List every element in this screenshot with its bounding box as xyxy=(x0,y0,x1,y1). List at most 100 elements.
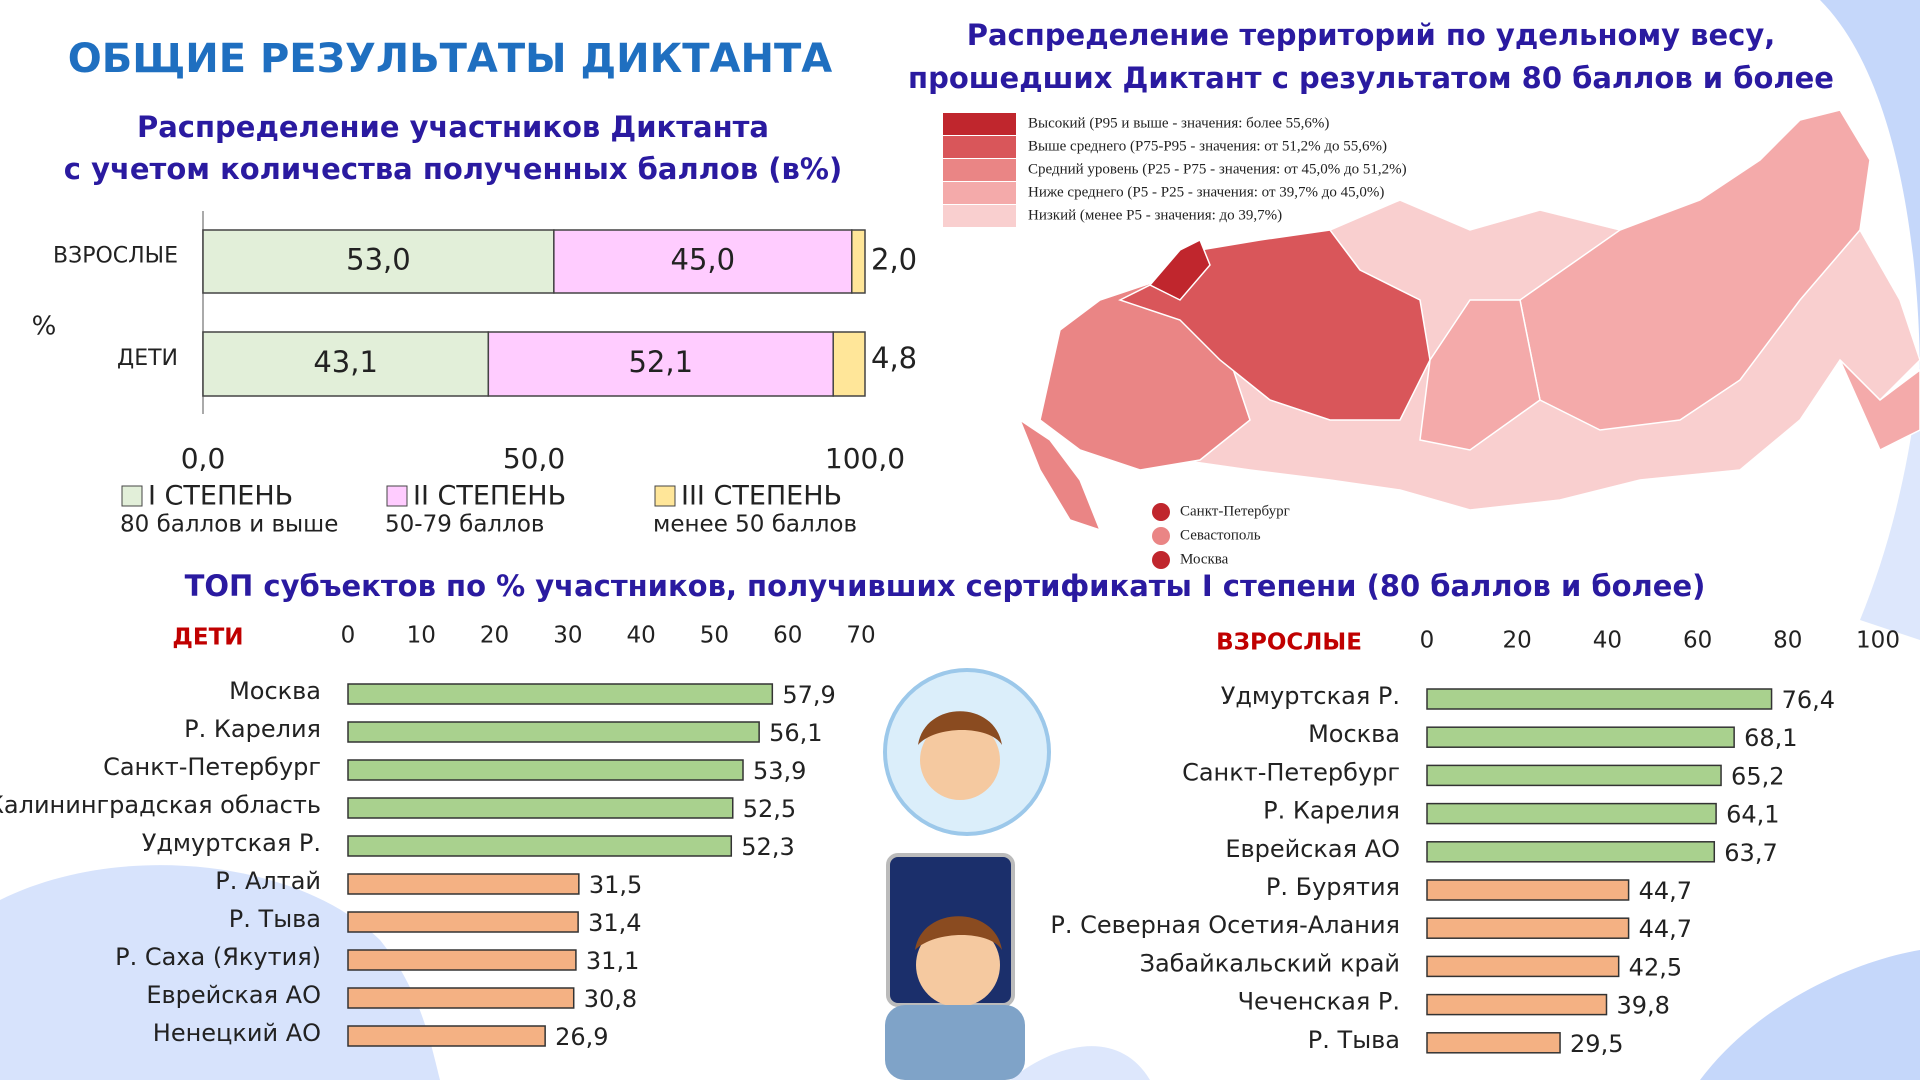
value-label: 45,0 xyxy=(671,243,736,277)
legend-swatch xyxy=(943,182,1016,204)
legend-swatch xyxy=(654,485,676,507)
legend-label: Высокий (P95 и выше - значения: более 55… xyxy=(1028,115,1329,131)
bar xyxy=(347,721,760,743)
value-label: 53,0 xyxy=(346,243,411,277)
value-label: 63,7 xyxy=(1724,839,1777,867)
bar xyxy=(1426,1032,1561,1054)
city-label: Севастополь xyxy=(1180,527,1261,543)
legend-description: 80 баллов и выше xyxy=(120,512,338,538)
x-tick-label: 0,0 xyxy=(181,442,226,475)
bar xyxy=(347,1025,546,1047)
bar xyxy=(1426,764,1722,787)
category-label: Москва xyxy=(229,677,321,705)
category-label: Р. Саха (Якутия) xyxy=(115,943,321,971)
value-label: 43,1 xyxy=(313,345,378,379)
bar xyxy=(347,987,575,1009)
city-marker xyxy=(1152,527,1170,545)
section-title: ТОП субъектов по % участников, получивши… xyxy=(185,569,1706,603)
page-title: ОБЩИЕ РЕЗУЛЬТАТЫ ДИКТАНТА xyxy=(68,36,833,82)
category-label: Р. Карелия xyxy=(1263,797,1400,825)
bar xyxy=(1426,879,1630,901)
bar xyxy=(1426,955,1620,978)
legend-label: Низкий (менее P5 - значения: до 39,7%) xyxy=(1028,207,1282,223)
x-tick-label: 40 xyxy=(627,623,656,649)
bar xyxy=(347,835,733,857)
legend-label: I СТЕПЕНЬ xyxy=(148,481,293,512)
legend-label: III СТЕПЕНЬ xyxy=(681,481,842,512)
category-label: Р. Карелия xyxy=(184,715,321,743)
value-label: 52,3 xyxy=(741,833,794,861)
legend-label: Ниже среднего (P5 - P25 - значения: от 3… xyxy=(1028,184,1384,200)
category-label: Санкт-Петербург xyxy=(1182,758,1400,786)
value-label: 30,8 xyxy=(584,985,637,1013)
category-label: Еврейская АО xyxy=(1225,835,1400,863)
value-label: 2,0 xyxy=(871,243,917,277)
bar xyxy=(1426,993,1608,1016)
category-label: Санкт-Петербург xyxy=(103,753,321,781)
bar xyxy=(1426,917,1630,939)
x-tick-label: 0 xyxy=(1420,628,1435,654)
category-label: Удмуртская Р. xyxy=(1221,682,1400,710)
bar xyxy=(1426,841,1716,863)
category-label: Ненецкий АО xyxy=(153,1019,321,1047)
category-label: Р. Тыва xyxy=(229,905,321,933)
value-label: 31,5 xyxy=(589,871,642,899)
legend-swatch xyxy=(121,485,143,507)
map-title: прошедших Диктант с результатом 80 балло… xyxy=(908,61,1834,95)
bar-segment xyxy=(202,331,490,397)
bar xyxy=(347,873,580,895)
x-tick-label: 50 xyxy=(700,623,729,649)
bar xyxy=(347,683,774,705)
legend-swatch xyxy=(943,205,1016,227)
x-tick-label: 10 xyxy=(407,623,436,649)
value-label: 76,4 xyxy=(1782,686,1835,714)
category-label: Забайкальский край xyxy=(1140,949,1400,977)
category-label: ДЕТИ xyxy=(117,346,178,371)
x-tick-label: 30 xyxy=(553,623,582,649)
value-label: 4,8 xyxy=(871,341,917,375)
bar xyxy=(347,759,744,781)
legend-swatch xyxy=(943,159,1016,181)
x-tick-label: 60 xyxy=(1683,628,1712,654)
x-tick-label: 0 xyxy=(341,623,356,649)
value-label: 42,5 xyxy=(1629,953,1682,981)
bar xyxy=(347,911,579,933)
map-shape xyxy=(1018,109,1920,532)
category-label: Чеченская Р. xyxy=(1238,988,1400,1016)
category-label: Р. Алтай xyxy=(215,867,321,895)
bar xyxy=(1426,688,1773,710)
category-label: Р. Тыва xyxy=(1308,1026,1400,1054)
legend-label: Средний уровень (P25 - P75 - значения: о… xyxy=(1028,161,1407,177)
value-label: 68,1 xyxy=(1744,724,1797,752)
legend-description: 50-79 баллов xyxy=(385,512,544,538)
category-label: Калининградская область xyxy=(0,791,321,819)
value-label: 44,7 xyxy=(1639,877,1692,905)
x-tick-label: 20 xyxy=(1503,628,1532,654)
value-label: 31,1 xyxy=(586,947,639,975)
category-label: Р. Северная Осетия-Алания xyxy=(1050,911,1400,939)
value-label: 31,4 xyxy=(588,909,641,937)
legend-label: II СТЕПЕНЬ xyxy=(413,481,566,512)
value-label: 26,9 xyxy=(555,1023,608,1051)
category-label: Еврейская АО xyxy=(146,981,321,1009)
chart-title: с учетом количества полученных баллов (в… xyxy=(64,152,842,186)
chart-subtitle: ДЕТИ xyxy=(172,625,243,651)
value-label: 57,9 xyxy=(782,681,835,709)
illustration xyxy=(883,668,1051,1080)
y-axis-label: % xyxy=(32,312,57,342)
chart-subtitle: ВЗРОСЛЫЕ xyxy=(1216,630,1362,656)
value-label: 53,9 xyxy=(753,757,806,785)
legend-swatch xyxy=(943,113,1016,135)
bar xyxy=(347,949,577,971)
x-tick-label: 40 xyxy=(1593,628,1622,654)
bar xyxy=(1426,726,1735,748)
x-tick-label: 70 xyxy=(846,623,875,649)
city-label: Санкт-Петербург xyxy=(1180,503,1290,519)
value-label: 56,1 xyxy=(769,719,822,747)
x-tick-label: 80 xyxy=(1773,628,1802,654)
x-tick-label: 20 xyxy=(480,623,509,649)
value-label: 29,5 xyxy=(1570,1030,1623,1058)
